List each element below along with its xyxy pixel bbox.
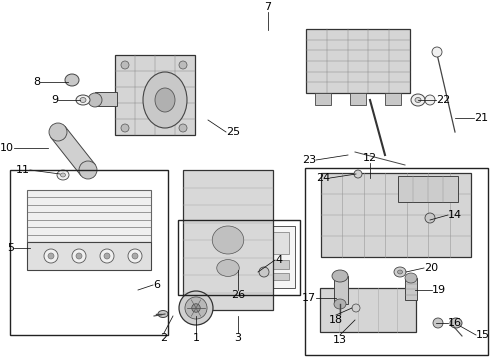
Bar (27, 242, 151, 270)
Ellipse shape (212, 226, 244, 254)
Text: 26: 26 (231, 290, 245, 300)
Bar (183, 170, 273, 310)
Text: 10: 10 (0, 143, 14, 153)
Ellipse shape (352, 304, 360, 312)
Bar (405, 278, 417, 300)
Bar (334, 276, 348, 304)
Bar (350, 93, 366, 105)
Text: 8: 8 (33, 77, 40, 87)
Bar (305, 168, 488, 355)
Bar (320, 288, 416, 332)
Bar (385, 93, 401, 105)
Bar (306, 29, 410, 93)
Bar (189, 232, 222, 254)
Ellipse shape (44, 249, 58, 263)
Text: 24: 24 (316, 173, 330, 183)
Ellipse shape (179, 124, 187, 132)
Bar (189, 273, 290, 280)
Ellipse shape (158, 310, 168, 318)
Ellipse shape (425, 95, 435, 105)
Text: 19: 19 (432, 285, 446, 295)
Ellipse shape (334, 299, 346, 309)
Ellipse shape (121, 124, 129, 132)
Ellipse shape (394, 267, 406, 277)
Ellipse shape (415, 98, 421, 103)
Bar (178, 220, 300, 295)
Ellipse shape (143, 72, 187, 128)
Ellipse shape (354, 170, 362, 178)
Bar (398, 176, 458, 202)
Text: 6: 6 (153, 280, 160, 290)
Ellipse shape (155, 88, 175, 112)
Text: 21: 21 (474, 113, 488, 123)
Ellipse shape (217, 260, 239, 276)
Bar (261, 232, 290, 254)
Text: 15: 15 (476, 330, 490, 340)
Ellipse shape (425, 213, 435, 223)
Ellipse shape (65, 74, 79, 86)
Ellipse shape (405, 273, 417, 283)
Ellipse shape (88, 93, 102, 107)
Text: 7: 7 (265, 2, 271, 12)
Ellipse shape (411, 94, 425, 106)
Ellipse shape (57, 170, 69, 180)
Bar (228, 232, 256, 254)
Ellipse shape (76, 95, 90, 105)
Ellipse shape (76, 253, 82, 259)
Text: 1: 1 (193, 333, 199, 343)
Bar (10, 170, 168, 335)
Text: 23: 23 (302, 155, 316, 165)
Ellipse shape (79, 161, 97, 179)
Ellipse shape (48, 253, 54, 259)
Text: 14: 14 (448, 210, 462, 220)
Ellipse shape (259, 267, 269, 277)
Bar (189, 260, 290, 269)
Ellipse shape (72, 249, 86, 263)
Text: 5: 5 (7, 243, 14, 253)
Text: 2: 2 (160, 333, 168, 343)
Polygon shape (51, 126, 95, 176)
Ellipse shape (179, 291, 213, 325)
Ellipse shape (49, 123, 67, 141)
Ellipse shape (60, 173, 66, 177)
Text: 16: 16 (448, 318, 462, 328)
Text: 3: 3 (235, 333, 242, 343)
Ellipse shape (450, 318, 462, 328)
Ellipse shape (121, 61, 129, 69)
Ellipse shape (132, 253, 138, 259)
Ellipse shape (100, 249, 114, 263)
Ellipse shape (332, 270, 348, 282)
Ellipse shape (179, 61, 187, 69)
Bar (27, 190, 151, 242)
Bar (321, 173, 471, 257)
Ellipse shape (185, 297, 207, 319)
Bar (95, 92, 117, 106)
Text: 22: 22 (436, 95, 450, 105)
Text: 4: 4 (275, 255, 282, 265)
Ellipse shape (397, 270, 402, 274)
Ellipse shape (104, 253, 110, 259)
Ellipse shape (433, 318, 443, 328)
Text: 20: 20 (424, 263, 438, 273)
Text: 12: 12 (363, 153, 377, 163)
Text: 17: 17 (302, 293, 316, 303)
Ellipse shape (432, 47, 442, 57)
Bar (315, 93, 331, 105)
Text: 11: 11 (16, 165, 30, 175)
Text: 18: 18 (329, 315, 343, 325)
Ellipse shape (192, 304, 200, 312)
Bar (183, 226, 295, 288)
Text: 9: 9 (51, 95, 58, 105)
Ellipse shape (128, 249, 142, 263)
Ellipse shape (80, 98, 86, 103)
Bar (115, 55, 195, 135)
Text: 13: 13 (333, 335, 347, 345)
Text: 25: 25 (226, 127, 240, 137)
